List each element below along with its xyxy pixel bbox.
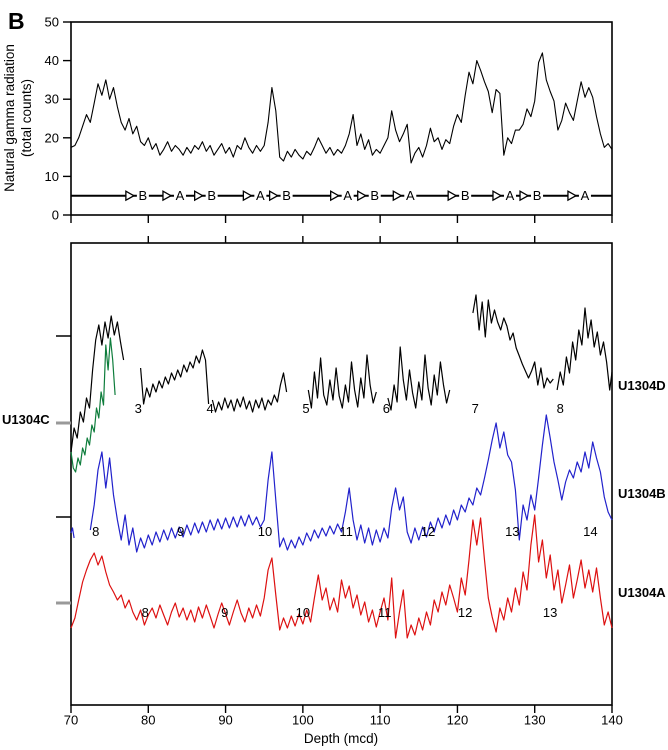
ab-label-bg	[205, 189, 218, 203]
ab-arrow-icon	[268, 190, 279, 202]
core-label-u1304a-9: 9	[221, 605, 228, 620]
core-label-u1304b-10: 10	[258, 524, 272, 539]
core-label-u1304b-9: 9	[177, 524, 184, 539]
ab-arrow-icon	[330, 190, 341, 202]
chart-generated-layer: 0 10 20 30 40 50 B A B A B A B A B A B A 70 80 90 100 110 120 13…	[2, 15, 666, 728]
core-label-u1304b-14: 14	[583, 524, 597, 539]
ab-arrow-icon	[567, 190, 578, 202]
gamma-trace-u1304a	[70, 514, 613, 639]
hole-label-u1304c: U1304C	[2, 412, 50, 427]
ab-label: B	[139, 188, 148, 203]
ab-label-bg	[531, 189, 544, 203]
ab-label: B	[370, 188, 379, 203]
ab-arrow-icon	[194, 190, 204, 202]
top-y-tick-label: 0	[52, 208, 59, 223]
ab-label: A	[176, 188, 185, 203]
ab-label: B	[207, 188, 216, 203]
hole-label-u1304d: U1304D	[618, 378, 666, 393]
x-axis-title: Depth (mcd)	[304, 731, 378, 746]
bottom-panel-frame	[70, 242, 613, 706]
ab-label: B	[533, 188, 542, 203]
core-label-u1304a-12: 12	[458, 605, 472, 620]
gamma-trace-u1304b	[70, 527, 75, 539]
core-label-u1304a-11: 11	[378, 605, 392, 620]
ab-label-bg	[578, 189, 591, 203]
bottom-x-tick-label: 90	[218, 713, 232, 728]
ab-label-bg	[404, 189, 417, 203]
core-label-u1304d-6: 6	[383, 401, 390, 416]
gamma-trace-u1304d	[140, 349, 210, 405]
gamma-curve-top	[70, 52, 613, 164]
ab-label: A	[343, 188, 352, 203]
gamma-trace-u1304d	[472, 294, 554, 389]
bottom-x-tick-label: 100	[292, 713, 314, 728]
core-label-u1304d-4: 4	[206, 401, 213, 416]
ab-label: A	[256, 188, 265, 203]
ab-label-bg	[280, 189, 293, 203]
core-label-u1304b-12: 12	[421, 524, 435, 539]
gamma-trace-u1304b	[89, 414, 613, 553]
top-y-tick-label: 20	[45, 130, 59, 145]
core-label-u1304d-5: 5	[302, 401, 309, 416]
core-label-u1304d-8: 8	[557, 401, 564, 416]
ab-arrow-icon	[162, 190, 173, 202]
gamma-trace-u1304d	[307, 354, 377, 409]
core-label-u1304d-3: 3	[135, 401, 142, 416]
ab-label-bg	[254, 189, 267, 203]
hole-label-u1304b: U1304B	[618, 486, 666, 501]
ab-arrow-icon	[492, 190, 503, 202]
core-label-u1304a-8: 8	[142, 605, 149, 620]
core-label-u1304a-13: 13	[543, 605, 557, 620]
ab-arrow-icon	[392, 190, 403, 202]
y-axis-title-line2: (total counts)	[19, 79, 34, 157]
ab-label-bg	[173, 189, 186, 203]
panel-letter: B	[8, 8, 25, 34]
ab-arrow-icon	[519, 190, 530, 202]
ab-label: B	[461, 188, 470, 203]
top-y-tick-label: 30	[45, 92, 59, 107]
core-label-u1304b-11: 11	[339, 524, 353, 539]
gamma-trace-u1304d	[211, 372, 288, 413]
ab-arrow-icon	[125, 190, 136, 202]
bottom-x-tick-label: 130	[524, 713, 546, 728]
ab-arrow-icon	[357, 190, 368, 202]
ab-label-bg	[136, 189, 149, 203]
ab-arrow-icon	[242, 190, 253, 202]
ab-label-bg	[459, 189, 472, 203]
gamma-trace-u1304d	[70, 315, 125, 453]
top-y-tick-label: 10	[45, 169, 59, 184]
hole-label-u1304a: U1304A	[618, 585, 666, 600]
top-panel-frame	[70, 21, 613, 216]
gamma-trace-u1304d	[556, 307, 613, 391]
core-label-u1304b-13: 13	[505, 524, 519, 539]
ab-arrow-icon	[447, 190, 458, 202]
bottom-x-tick-label: 120	[447, 713, 469, 728]
gamma-trace-u1304d	[387, 346, 451, 411]
top-y-tick-label: 40	[45, 53, 59, 68]
bottom-x-tick-label: 70	[64, 713, 78, 728]
ab-label-bg	[368, 189, 381, 203]
ab-label-bg	[341, 189, 354, 203]
y-axis-title-line1: Natural gamma radiation	[2, 44, 17, 192]
core-label-u1304b-8: 8	[92, 524, 99, 539]
ab-label: A	[581, 188, 590, 203]
top-y-tick-label: 50	[45, 15, 59, 30]
bottom-x-tick-label: 140	[601, 713, 623, 728]
core-label-u1304a-10: 10	[296, 605, 310, 620]
gamma-trace-u1304c	[70, 337, 116, 473]
ab-label-bg	[503, 189, 516, 203]
ab-label: A	[506, 188, 515, 203]
ab-label: B	[282, 188, 291, 203]
bottom-x-tick-label: 80	[141, 713, 155, 728]
core-label-u1304d-7: 7	[472, 401, 479, 416]
bottom-x-tick-label: 110	[370, 713, 391, 728]
ab-label: A	[406, 188, 415, 203]
